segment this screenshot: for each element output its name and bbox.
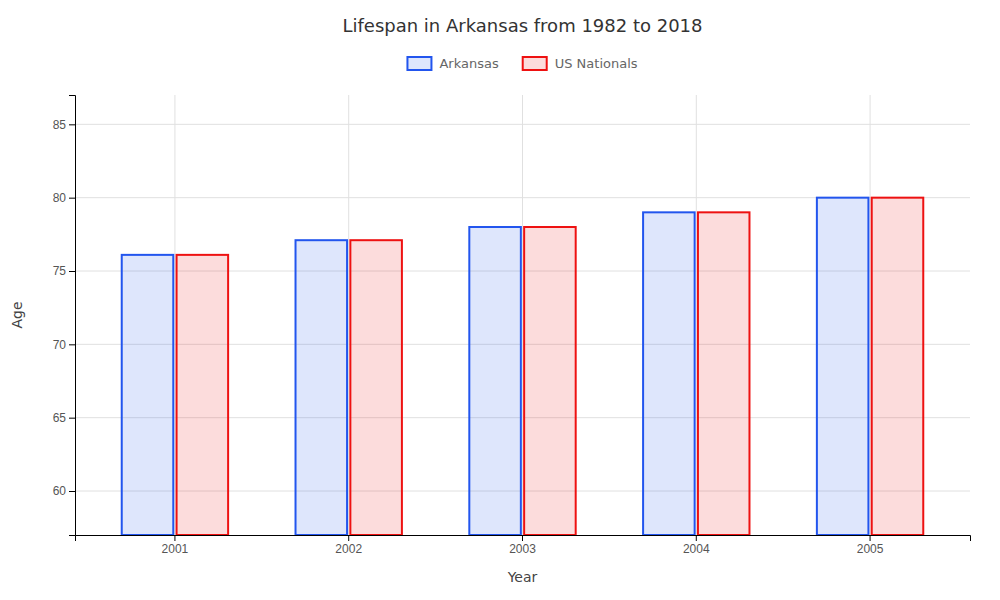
y-tick: 80 [53, 191, 75, 205]
plot-area: 2001 2002 2003 2004 2005 60 65 70 75 80 85 [53, 95, 971, 556]
x-tick: 2002 [335, 535, 362, 556]
y-tick: 65 [53, 411, 75, 425]
legend-label: US Nationals [555, 56, 638, 71]
x-tick: 2001 [162, 535, 189, 556]
x-tick-label: 2004 [683, 542, 710, 556]
legend-swatch [407, 57, 431, 70]
y-tick-label: 75 [53, 264, 67, 278]
bar-series [122, 198, 869, 535]
bar [817, 198, 869, 535]
legend-swatch [523, 57, 547, 70]
grid-line-x [348, 95, 349, 535]
y-tick-mark [69, 271, 75, 272]
bar [872, 198, 924, 535]
chart-container: 2001 2002 2003 2004 2005 60 65 70 75 80 85 Year Age L… [0, 0, 1000, 600]
y-tick-mark [69, 344, 75, 345]
x-tick-label: 2005 [857, 542, 884, 556]
bar [643, 212, 695, 535]
bar [177, 255, 229, 535]
x-axis-line [76, 536, 971, 542]
grid [75, 95, 970, 535]
grid-line-x [174, 95, 175, 535]
bar [469, 227, 521, 535]
x-tick-mark [696, 535, 697, 541]
bar [698, 212, 750, 535]
legend: Arkansas US Nationals [407, 56, 637, 71]
x-tick: 2003 [509, 535, 536, 556]
grid-line-x [870, 95, 871, 535]
legend-item: US Nationals [523, 56, 638, 71]
chart-svg: 2001 2002 2003 2004 2005 60 65 70 75 80 85 Year Age L… [0, 0, 1000, 600]
y-tick: 75 [53, 264, 75, 278]
bars [122, 198, 924, 535]
y-tick-label: 85 [53, 118, 67, 132]
grid-line-x [522, 95, 523, 535]
x-tick-label: 2002 [335, 542, 362, 556]
y-axis-line [69, 96, 76, 536]
y-tick-mark [69, 491, 75, 492]
legend-label: Arkansas [439, 56, 498, 71]
x-tick: 2005 [857, 535, 884, 556]
x-tick-label: 2003 [509, 542, 536, 556]
y-tick-label: 80 [53, 191, 67, 205]
y-tick-mark [69, 124, 75, 125]
x-tick-label: 2001 [162, 542, 189, 556]
y-axis: 60 65 70 75 80 85 [53, 96, 76, 536]
legend-item: Arkansas [407, 56, 498, 71]
x-tick-mark [348, 535, 349, 541]
y-tick: 85 [53, 118, 75, 132]
grid-line-x [696, 95, 697, 535]
x-tick-mark [174, 535, 175, 541]
chart-title: Lifespan in Arkansas from 1982 to 2018 [342, 15, 702, 36]
y-tick-label: 70 [53, 338, 67, 352]
bar [524, 227, 576, 535]
x-tick-mark [522, 535, 523, 541]
bar [122, 255, 174, 535]
y-tick-label: 65 [53, 411, 67, 425]
y-tick: 70 [53, 338, 75, 352]
x-axis: 2001 2002 2003 2004 2005 [76, 535, 971, 556]
y-tick-label: 60 [53, 484, 67, 498]
bar-series [177, 198, 924, 535]
x-tick: 2004 [683, 535, 710, 556]
y-tick-mark [69, 418, 75, 419]
x-tick-mark [870, 535, 871, 541]
bar [350, 240, 402, 535]
y-tick-mark [69, 198, 75, 199]
bar [296, 240, 348, 535]
x-axis-title: Year [507, 569, 538, 585]
y-tick: 60 [53, 484, 75, 498]
y-axis-title: Age [9, 301, 25, 328]
